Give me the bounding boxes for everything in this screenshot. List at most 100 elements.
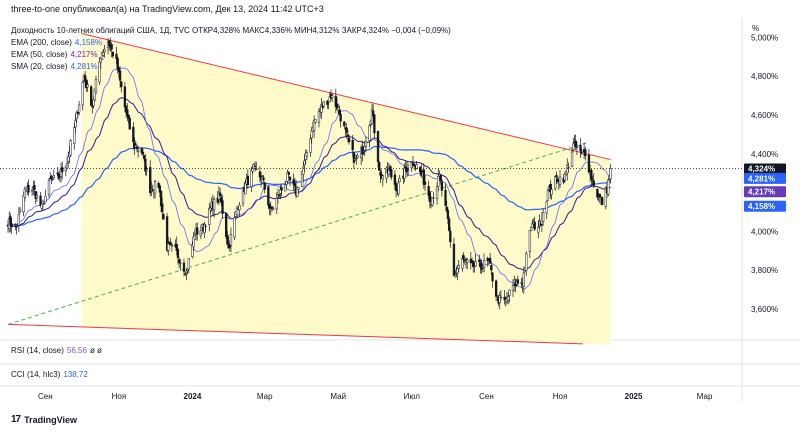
candle-body	[167, 243, 170, 251]
candle-body	[555, 174, 558, 178]
candle-body	[439, 175, 442, 182]
ema200-line	[7, 146, 611, 228]
candle-body	[432, 197, 435, 199]
candle-body	[529, 226, 533, 231]
candle-body	[204, 225, 207, 227]
indicator-value: 4,158%	[74, 38, 103, 47]
candle-body	[250, 169, 253, 188]
candle-body	[272, 208, 275, 210]
candle-body	[98, 61, 101, 83]
candle-body	[15, 226, 18, 228]
candle-body	[179, 262, 182, 264]
candle-body	[381, 175, 384, 180]
candle-body	[394, 183, 398, 191]
channel-fill	[81, 33, 611, 345]
candle-body	[103, 49, 106, 53]
x-tick-label: Май	[330, 392, 346, 401]
candle-body	[466, 259, 469, 263]
candle-body	[280, 187, 283, 191]
candle-body	[176, 249, 180, 258]
candle-body	[275, 198, 278, 210]
candle-body	[435, 186, 439, 199]
indicator-ema50[interactable]: EMA (50, close) 4,217%	[11, 50, 98, 59]
candle-body	[30, 189, 34, 192]
publish-info: three-to-one опубликовал(а) на TradingVi…	[11, 4, 324, 14]
candle-body	[499, 296, 503, 298]
candle-body	[229, 234, 233, 246]
candle-body	[601, 197, 604, 206]
candle-body	[90, 86, 93, 106]
y-tick-label: 4,800%	[751, 72, 778, 81]
candle-body	[47, 180, 51, 195]
candle-body	[581, 151, 585, 155]
y-tick-label: 4,400%	[751, 150, 778, 159]
candle-body	[403, 167, 406, 179]
candle-body	[151, 189, 154, 192]
candle-body	[225, 212, 228, 237]
candle-body	[285, 181, 288, 185]
candle-body	[572, 143, 575, 150]
candle-body	[91, 106, 94, 108]
candle-body	[373, 114, 376, 134]
indicator-value: 4,217%	[70, 50, 98, 59]
candle-body	[339, 114, 342, 122]
candle-body	[488, 257, 492, 264]
candle-body	[520, 282, 523, 284]
candle-body	[251, 167, 254, 172]
candle-body	[17, 214, 20, 226]
candle-body	[390, 168, 393, 178]
tradingview-logo-text: TradingView	[24, 414, 77, 425]
oscillator-cci[interactable]: CCI (14, hlc3) 138,72	[11, 370, 88, 379]
candle-body	[241, 187, 245, 204]
chart-grid	[0, 339, 800, 387]
candle-body	[461, 258, 464, 269]
candle-body	[346, 134, 350, 137]
candle-body	[345, 127, 348, 133]
candle-body	[177, 259, 181, 263]
candle-body	[221, 200, 224, 214]
candle-body	[575, 146, 579, 149]
candle-body	[111, 51, 115, 57]
price-channel	[7, 33, 611, 345]
candle-body	[110, 44, 113, 50]
candle-body	[397, 182, 400, 195]
candle-body	[144, 158, 147, 172]
candle-body	[352, 152, 356, 163]
candle-body	[92, 99, 95, 106]
candle-body	[507, 296, 510, 301]
candle-body	[437, 175, 440, 187]
x-tick-label: 2024	[184, 392, 202, 401]
x-tick-label: 2025	[625, 392, 643, 401]
channel-lower-line	[7, 323, 583, 345]
candle-body	[33, 185, 36, 190]
oscillator-rsi[interactable]: RSI (14, close) 56,56 ø ø	[11, 346, 102, 355]
candle-body	[387, 169, 391, 175]
scale-unit-button[interactable]: %	[752, 24, 760, 33]
indicator-tag-label: 4,158%	[748, 202, 775, 211]
candle-body	[65, 163, 69, 169]
candle-body	[165, 216, 169, 251]
oscillator-extra: ø ø	[89, 346, 102, 355]
candle-body	[372, 110, 375, 117]
candle-body	[126, 109, 129, 117]
candle-body	[474, 261, 477, 267]
candle-body	[83, 75, 87, 82]
x-tick-label: Мар	[257, 392, 273, 401]
candle-body	[228, 245, 231, 248]
candle-body	[482, 260, 486, 268]
candle-body	[102, 52, 105, 56]
candle-body	[69, 140, 72, 156]
candle-body	[457, 265, 460, 269]
candle-body	[447, 218, 451, 231]
candle-body	[440, 181, 444, 191]
candle-body	[415, 164, 418, 169]
tradingview-logo[interactable]: 17 TradingView	[11, 414, 77, 425]
candle-body	[192, 236, 195, 248]
candle-body	[537, 227, 540, 233]
candle-body	[591, 179, 594, 181]
indicator-ema200[interactable]: EMA (200, close) 4,158%	[11, 38, 102, 47]
candle-body	[393, 174, 397, 185]
candle-body	[143, 155, 146, 159]
indicator-sma20[interactable]: SMA (20, close) 4,281%	[11, 62, 98, 71]
